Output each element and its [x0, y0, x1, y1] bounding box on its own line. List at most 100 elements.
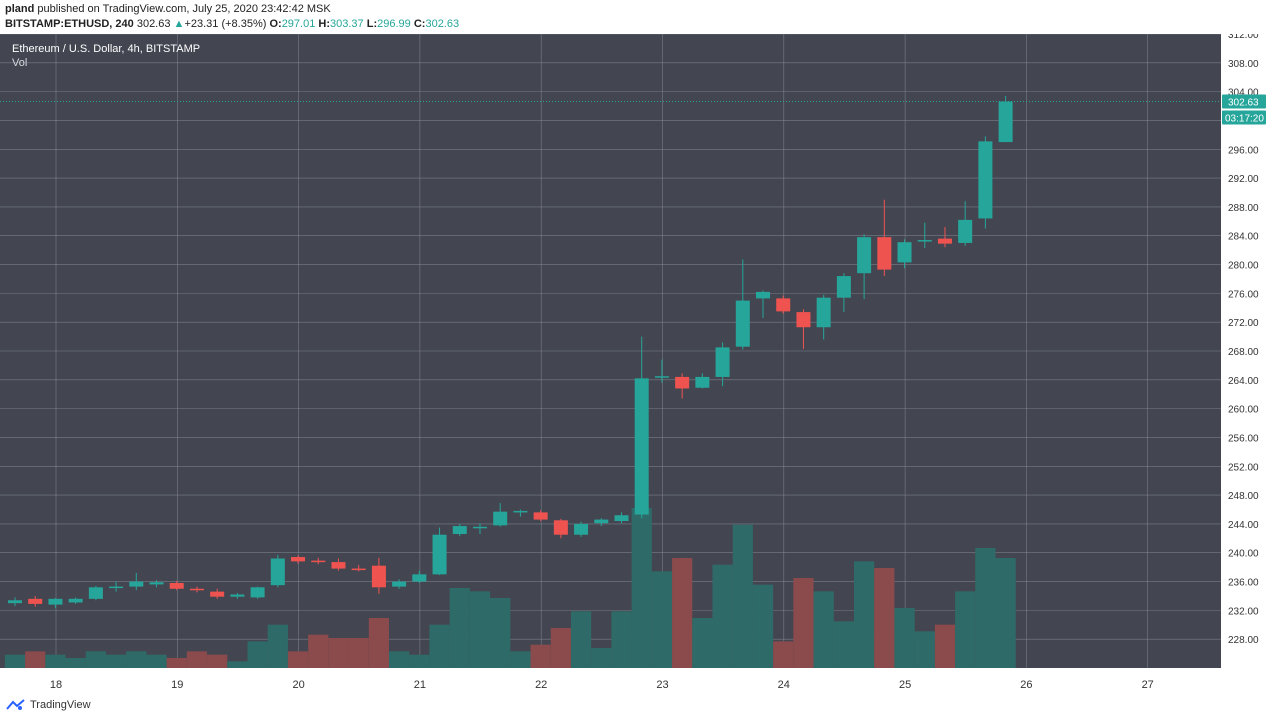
candle-body [574, 523, 589, 535]
price-axis[interactable] [1221, 34, 1280, 668]
candles [8, 95, 1013, 609]
volume-bars [4, 508, 1016, 668]
volume-bar [207, 654, 228, 668]
volume-bar [692, 618, 713, 668]
last-price-badge-bg [1222, 94, 1266, 109]
volume-bar [510, 651, 531, 668]
y-tick-label: 284.00 [1228, 232, 1259, 243]
volume-bar [186, 651, 208, 668]
x-tick-label: 27 [1142, 679, 1154, 691]
grid-lines [0, 34, 1221, 668]
candle-body [88, 587, 103, 599]
candle-body [230, 594, 245, 597]
volume-bar [813, 591, 834, 668]
x-tick-label: 20 [292, 679, 304, 691]
x-tick-label: 21 [414, 679, 426, 691]
candle-body [877, 237, 892, 270]
price-change: +23.31 (+8.35%) [184, 18, 267, 30]
candle-body [978, 141, 993, 219]
tradingview-logo-icon [6, 699, 25, 710]
volume-bar [874, 568, 895, 668]
y-tick-label: 272.00 [1228, 318, 1259, 329]
close-value: 302.63 [425, 18, 460, 30]
ohlc-line: BITSTAMP:ETHUSD, 240 302.63 ▲+23.31 (+8.… [5, 18, 459, 30]
candle-body [8, 600, 22, 604]
volume-bar [611, 611, 632, 668]
candle-body [836, 276, 851, 298]
candle-body [634, 378, 649, 515]
volume-bar [348, 638, 369, 668]
publish-info: pland published on TradingView.com, July… [5, 3, 331, 15]
time-axis-ticks: 18 19 20 21 22 23 24 25 26 27 [50, 679, 1154, 691]
volume-bar [833, 621, 854, 668]
candle-body [109, 586, 124, 589]
candle-body [958, 219, 973, 243]
candle-body [149, 582, 164, 585]
volume-bar [469, 591, 491, 668]
y-tick-label: 232.00 [1228, 606, 1259, 617]
volume-bar [287, 651, 309, 668]
x-tick-label: 23 [656, 679, 668, 691]
symbol-line: BITSTAMP:ETHUSD, 240 [5, 18, 134, 30]
x-tick-label: 25 [899, 679, 911, 691]
volume-bar [570, 611, 592, 668]
candle-body [169, 582, 184, 589]
volume-bar [894, 608, 915, 668]
volume-bar [752, 584, 774, 668]
y-tick-label: 252.00 [1228, 462, 1259, 473]
volume-bar [914, 631, 935, 668]
candle-body [371, 565, 386, 588]
candle-body [472, 526, 487, 529]
candle-body [614, 515, 629, 522]
volume-bar [550, 628, 571, 668]
volume-bar [672, 558, 693, 668]
last-price: 302.63 [136, 18, 171, 30]
volume-bar [773, 641, 794, 668]
countdown-badge-text: 03:17:20 [1225, 114, 1264, 125]
volume-bar [712, 564, 733, 668]
candle-body [715, 347, 730, 377]
candle-body [675, 376, 690, 389]
candle-body [594, 519, 609, 524]
volume-bar [732, 524, 753, 668]
candle-body [796, 312, 811, 328]
y-tick-label: 280.00 [1228, 261, 1259, 272]
candle-body [291, 557, 306, 562]
y-tick-label: 248.00 [1228, 491, 1259, 502]
y-tick-label: 308.00 [1228, 59, 1259, 70]
high-label: H: [318, 18, 331, 30]
x-tick-label: 24 [778, 679, 790, 691]
candle-body [735, 300, 750, 347]
price-chart[interactable]: 228.00 232.00 236.00 240.00 244.00 248.00 252.… [0, 34, 1280, 691]
candle-body [452, 526, 467, 534]
volume-bar [449, 588, 470, 668]
volume-bar [490, 598, 511, 668]
chart-title: Ethereum / U.S. Dollar, 4h, BITSTAMP [12, 43, 200, 55]
volume-bar [854, 561, 875, 668]
candle-body [897, 242, 912, 263]
brand-label[interactable]: TradingView [30, 699, 91, 711]
candle-body [129, 581, 144, 587]
candle-body [816, 297, 831, 328]
candle-body [331, 562, 346, 569]
y-tick-label: 260.00 [1228, 405, 1259, 416]
volume-bar [995, 558, 1016, 668]
x-tick-label: 22 [535, 679, 547, 691]
volume-bar [267, 624, 288, 668]
volume-bar [651, 571, 673, 668]
volume-bar [247, 641, 268, 668]
y-tick-label: 256.00 [1228, 433, 1259, 444]
volume-bar [389, 651, 410, 668]
low-value: 296.99 [377, 18, 411, 30]
volume-bar [45, 654, 66, 668]
candle-body [553, 520, 568, 535]
volume-bar [85, 651, 106, 668]
low-label: L: [366, 18, 378, 30]
volume-label: Vol [12, 57, 27, 69]
x-tick-label: 19 [171, 679, 183, 691]
candle-body [533, 512, 548, 520]
author-name[interactable]: pland [5, 3, 35, 15]
up-arrow-icon: ▲ [173, 18, 185, 30]
candle-body [351, 568, 366, 571]
candle-body [998, 101, 1013, 143]
